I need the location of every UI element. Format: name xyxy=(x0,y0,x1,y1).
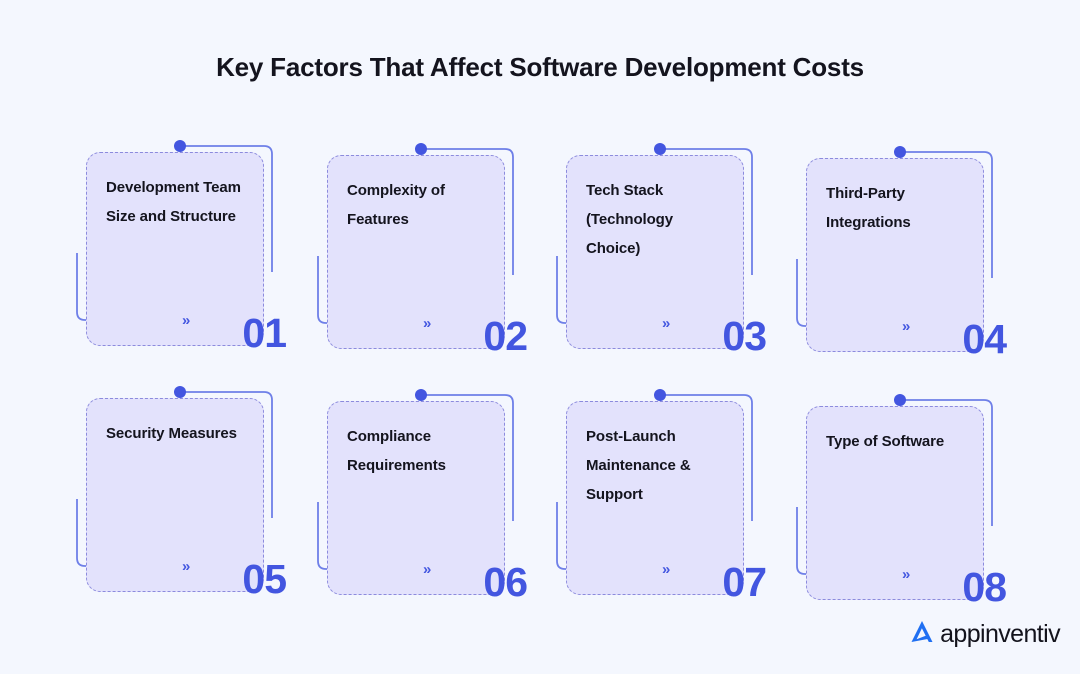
chevron-right-icon: » xyxy=(662,561,671,578)
chevron-right-icon: » xyxy=(182,312,191,329)
factor-card-label: Third-Party Integrations xyxy=(826,185,911,231)
page-title: Key Factors That Affect Software Develop… xyxy=(216,52,864,82)
card-top-dot xyxy=(654,389,666,401)
factor-card-box xyxy=(806,158,984,352)
factor-card-label: Type of Software xyxy=(826,433,945,450)
factor-card: Security Measures » 05 xyxy=(66,380,287,610)
factor-card: Type of Software » 08 xyxy=(786,388,1007,618)
factor-card-box xyxy=(327,155,505,349)
factor-card: Post-Launch Maintenance & Support » 07 xyxy=(546,383,767,613)
factor-card-number: 04 xyxy=(962,316,1007,362)
appinventiv-a-mark-icon xyxy=(907,617,937,652)
factor-card-box xyxy=(566,401,744,595)
chevron-right-icon: » xyxy=(182,558,191,575)
chevron-right-icon: » xyxy=(902,566,911,583)
factor-card-box xyxy=(566,155,744,349)
factor-card: Compliance Requirements » 06 xyxy=(307,383,528,613)
card-top-dot xyxy=(894,394,906,406)
factor-card-label: Complexity of Features xyxy=(347,182,445,228)
factor-card: Third-Party Integrations » 04 xyxy=(786,140,1007,370)
factor-card-label: Development Team Size and Structure xyxy=(106,179,241,225)
appinventiv-logo: appinventiv xyxy=(907,617,1061,652)
factor-card-box xyxy=(86,398,264,592)
chevron-right-icon: » xyxy=(423,561,432,578)
factor-card-number: 02 xyxy=(483,313,528,359)
factor-card-label: Post-Launch Maintenance & Support xyxy=(586,428,691,503)
card-top-dot xyxy=(654,143,666,155)
card-top-dot xyxy=(174,386,186,398)
factor-card: Development Team Size and Structure » 01 xyxy=(66,134,287,364)
factor-card-label: Security Measures xyxy=(106,425,237,442)
factor-card-number: 05 xyxy=(242,556,287,602)
factor-card-number: 07 xyxy=(722,559,767,605)
factor-card: Tech Stack (Technology Choice) » 03 xyxy=(546,137,767,367)
factor-card-number: 08 xyxy=(962,564,1007,610)
card-top-dot xyxy=(174,140,186,152)
factor-card-number: 06 xyxy=(483,559,528,605)
factor-card-label: Tech Stack (Technology Choice) xyxy=(586,182,673,257)
card-top-dot xyxy=(894,146,906,158)
chevron-right-icon: » xyxy=(662,315,671,332)
factor-card-number: 03 xyxy=(722,313,767,359)
factor-card-label: Compliance Requirements xyxy=(347,428,446,474)
factor-card-box xyxy=(86,152,264,346)
appinventiv-wordmark: appinventiv xyxy=(940,620,1060,648)
card-top-dot xyxy=(415,389,427,401)
card-top-dot xyxy=(415,143,427,155)
chevron-right-icon: » xyxy=(902,318,911,335)
factor-card-number: 01 xyxy=(242,310,287,356)
factor-card-box xyxy=(327,401,505,595)
factor-card: Complexity of Features » 02 xyxy=(307,137,528,367)
factor-card-box xyxy=(806,406,984,600)
chevron-right-icon: » xyxy=(423,315,432,332)
